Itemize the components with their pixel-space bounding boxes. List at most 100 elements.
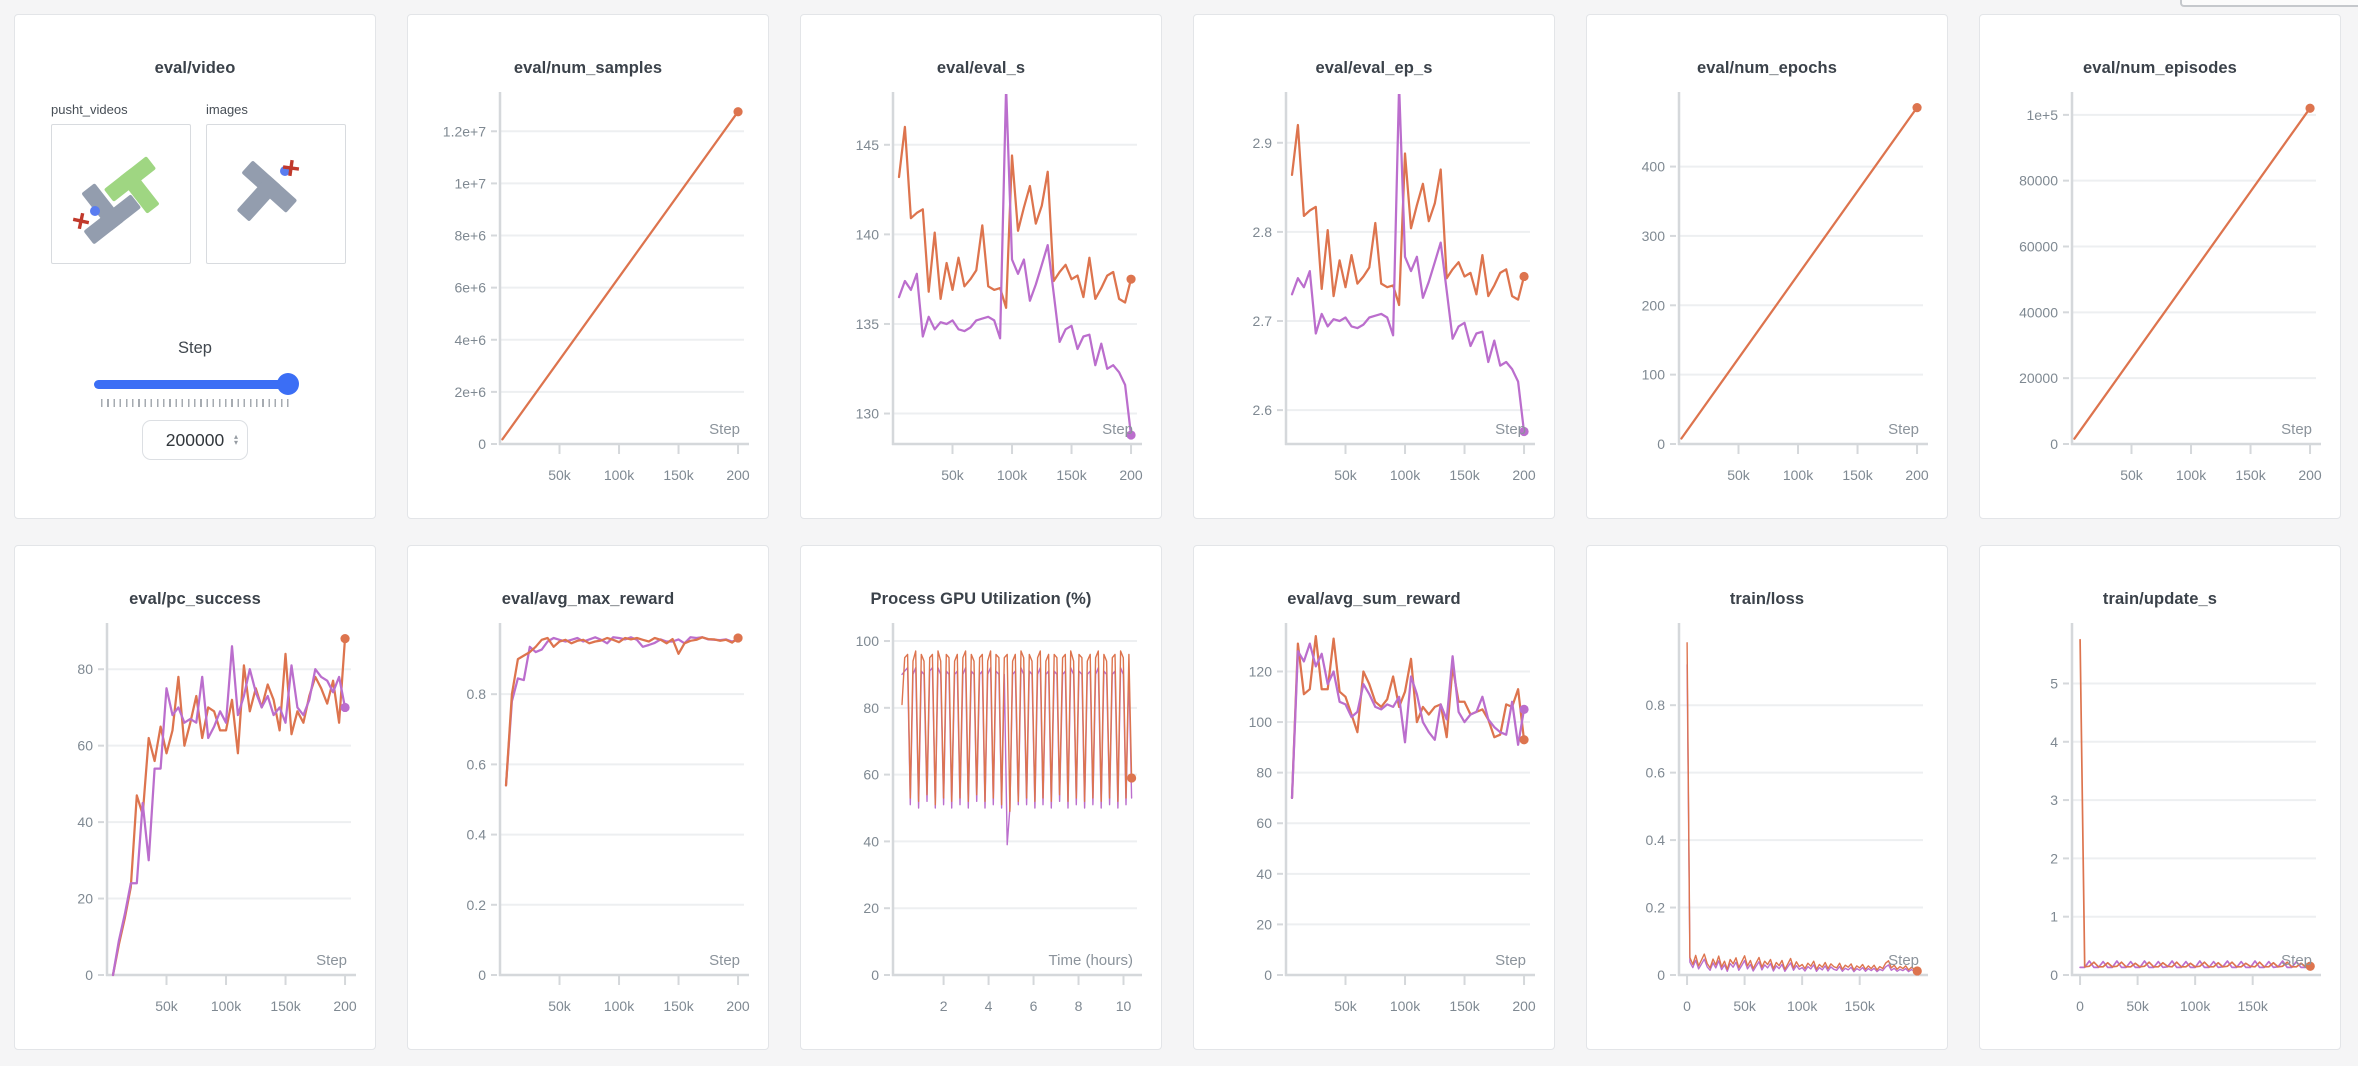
- svg-text:100k: 100k: [604, 467, 635, 483]
- series-line-run-1: [2079, 638, 2312, 968]
- svg-text:1e+7: 1e+7: [454, 175, 486, 191]
- step-slider[interactable]: [94, 373, 299, 395]
- pusht-video-frame[interactable]: [51, 124, 191, 264]
- svg-text:0.4: 0.4: [1646, 832, 1666, 848]
- chart-title: eval/num_samples: [513, 59, 663, 77]
- series-line-run-2: [1290, 642, 1526, 800]
- series-end-dot-run-1: [1519, 271, 1529, 282]
- chart-plot-train-loss[interactable]: 0 0.2 0.4 0.6 0.8 0 50k 100k 150k Step: [1591, 617, 1943, 1029]
- series-line-run-2: [111, 645, 347, 977]
- svg-text:0: 0: [85, 967, 93, 983]
- series-line-run-1: [901, 650, 1133, 813]
- svg-text:200: 200: [726, 467, 750, 483]
- series-end-dot-run-1: [1126, 274, 1136, 284]
- svg-text:2e+6: 2e+6: [454, 384, 486, 400]
- pusht-green-t-shape: [104, 156, 159, 214]
- chart-plot-eval-pc-success[interactable]: 0 20 40 60 80 50k 100k 150k 200 Step: [19, 617, 371, 1029]
- svg-text:4: 4: [985, 998, 993, 1014]
- svg-text:40: 40: [863, 833, 879, 849]
- series-end-dot-run-1: [2305, 103, 2315, 113]
- step-input-spinner[interactable]: ▴ ▾: [233, 432, 238, 447]
- svg-text:200: 200: [1905, 467, 1929, 483]
- series-line-run-1: [1290, 634, 1526, 800]
- svg-text:0: 0: [2050, 967, 2058, 983]
- svg-text:50k: 50k: [1334, 998, 1358, 1014]
- step-number-input[interactable]: 200000 ▴ ▾: [142, 420, 248, 460]
- chart-plot-eval-avg-max-reward[interactable]: 0 0.2 0.4 0.6 0.8 50k 100k 150k 200 Step: [412, 617, 764, 1029]
- svg-text:100k: 100k: [1787, 998, 1818, 1014]
- chart-plot-train-update-s[interactable]: 0 1 2 3 4 5 0 50k 100k 150k Step: [1984, 617, 2336, 1029]
- chart-panel-eval-num-epochs: eval/num_epochs 0 100 200 300 400 50k 100k 150k 2…: [1586, 14, 1948, 519]
- svg-text:6e+6: 6e+6: [454, 280, 486, 296]
- svg-text:100k: 100k: [604, 998, 635, 1014]
- chart-plot-eval-avg-sum-reward[interactable]: 0 20 40 60 80 100 120 50k 100k 150k 200 Step: [1198, 617, 1550, 1029]
- svg-text:2.9: 2.9: [1253, 135, 1273, 151]
- svg-text:150k: 150k: [1845, 998, 1876, 1014]
- svg-text:50k: 50k: [2120, 467, 2144, 483]
- series-end-dot-run-2: [1126, 430, 1136, 440]
- chart-panel-eval-num-episodes: eval/num_episodes 0 20000 40000 60000 80000 1e…: [1979, 14, 2341, 519]
- svg-text:0: 0: [1264, 967, 1272, 983]
- svg-text:100k: 100k: [1390, 998, 1421, 1014]
- spinner-down-icon[interactable]: ▾: [233, 438, 238, 447]
- svg-text:100k: 100k: [2176, 467, 2207, 483]
- svg-text:4: 4: [2050, 734, 2058, 750]
- svg-text:200: 200: [1512, 998, 1536, 1014]
- pusht-gray-t-shape: [82, 183, 141, 244]
- x-axis-label: Step: [709, 421, 740, 438]
- video-panel-title: eval/video: [154, 59, 236, 77]
- chart-title: eval/num_episodes: [2083, 59, 2237, 77]
- chart-plot-process-gpu-utilization[interactable]: 0 20 40 60 80 100 2 4 6 8 10 Time (hours): [805, 617, 1157, 1029]
- agent-dot: [90, 206, 100, 216]
- slider-track[interactable]: [94, 380, 296, 389]
- x-axis-label: Step: [709, 952, 740, 969]
- svg-text:8e+6: 8e+6: [454, 228, 486, 244]
- chart-plot-eval-num-epochs[interactable]: 0 100 200 300 400 50k 100k 150k 200 Step: [1591, 86, 1943, 498]
- chart-panel-eval-num-samples: eval/num_samples 0 2e+6 4e+6 6e+6 8e+6 1e+7 1.2…: [407, 14, 769, 519]
- svg-text:2: 2: [940, 998, 948, 1014]
- svg-text:0.8: 0.8: [467, 686, 487, 702]
- svg-text:150k: 150k: [270, 998, 301, 1014]
- series-line-run-1: [1686, 642, 1918, 972]
- svg-text:10: 10: [1116, 998, 1132, 1014]
- x-axis-label: Step: [2281, 952, 2312, 969]
- svg-text:80000: 80000: [2019, 173, 2058, 189]
- series-end-dot-run-1: [2305, 961, 2315, 971]
- spinner-up-icon[interactable]: ▴: [233, 432, 238, 441]
- pusht-image-frame[interactable]: [206, 124, 346, 264]
- series-line-run-2: [504, 636, 740, 787]
- panel-eval-video: eval/video pusht_videos: [14, 14, 376, 519]
- series-end-dot-run-1: [1127, 773, 1137, 783]
- chart-plot-eval-eval-ep-s[interactable]: 2.6 2.7 2.8 2.9 50k 100k 150k 200 Step: [1198, 86, 1550, 498]
- series-line-run-1: [1680, 106, 1919, 440]
- series-end-dot-run-2: [1519, 426, 1529, 437]
- x-axis-label: Step: [1888, 952, 1919, 969]
- svg-text:200: 200: [726, 998, 750, 1014]
- chart-panel-eval-pc-success: eval/pc_success 0 20 40 60 80 50k 100k 150k 200 St…: [14, 545, 376, 1050]
- svg-text:0: 0: [478, 436, 486, 452]
- svg-text:145: 145: [856, 137, 880, 153]
- x-axis-label: Step: [1495, 952, 1526, 969]
- series-line-run-1: [1290, 123, 1526, 307]
- target-cross-icon: [72, 212, 90, 230]
- svg-text:0: 0: [478, 967, 486, 983]
- svg-text:150k: 150k: [1449, 467, 1480, 483]
- series-line-run-1: [897, 125, 1133, 309]
- chart-plot-eval-eval-s[interactable]: 130 135 140 145 50k 100k 150k 200 Step: [805, 86, 1157, 498]
- chart-title: train/loss: [1729, 590, 1805, 608]
- pusht-gray-t-shape: [237, 161, 297, 221]
- media-caption: pusht_videos: [51, 102, 128, 117]
- svg-text:100k: 100k: [1783, 467, 1814, 483]
- chart-plot-eval-num-episodes[interactable]: 0 20000 40000 60000 80000 1e+5 50k 100k 150k 200 S…: [1984, 86, 2336, 498]
- svg-text:50k: 50k: [941, 467, 965, 483]
- chart-panel-process-gpu-utilization: Process GPU Utilization (%) 0 20 40 60 80 100 2…: [800, 545, 1162, 1050]
- chart-plot-eval-num-samples[interactable]: 0 2e+6 4e+6 6e+6 8e+6 1e+7 1.2e+7 50k 100k 150k 20…: [412, 86, 764, 498]
- previous-row-panel-edge: [2180, 0, 2358, 7]
- svg-text:3: 3: [2050, 792, 2058, 808]
- slider-handle[interactable]: [277, 373, 299, 395]
- chart-panel-eval-eval-s: eval/eval_s 130 135 140 145 50k 100k 150k 200 Ste…: [800, 14, 1162, 519]
- svg-text:200: 200: [1512, 467, 1536, 483]
- series-line-run-1: [2073, 107, 2312, 440]
- svg-text:150k: 150k: [663, 998, 694, 1014]
